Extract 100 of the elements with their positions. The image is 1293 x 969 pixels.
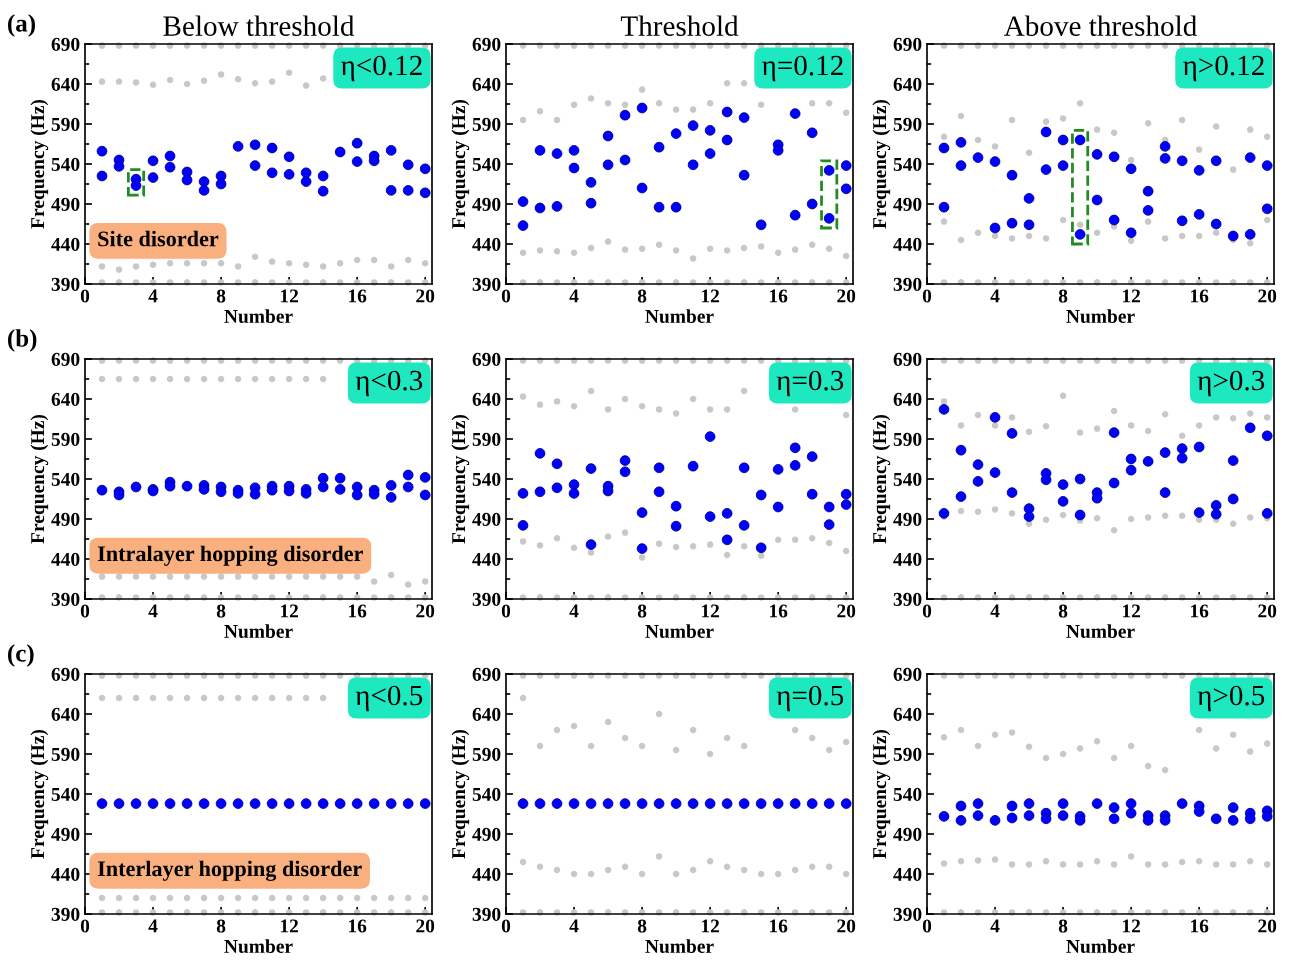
x-tick-label: 12 [280,604,298,618]
x-axis-title: Number [1066,309,1135,323]
x-tick-label: 12 [1122,289,1140,303]
y-tick-label: 690 [51,352,80,366]
y-tick-label: 640 [893,77,922,91]
x-tick-label: 0 [922,604,932,618]
x-tick-label: 8 [1058,919,1068,933]
y-tick-label: 690 [51,667,80,681]
x-axis-title: Number [645,309,714,323]
y-tick-label: 640 [51,707,80,721]
y-tick-label: 440 [893,552,922,566]
text: (a) [8,14,35,37]
x-tick-label: 0 [922,289,932,303]
x-tick-label: 8 [1058,289,1068,303]
y-tick-label: 490 [472,827,501,841]
y-tick-label: 540 [893,472,922,486]
y-tick-label: 390 [51,277,80,291]
x-axis-title: Number [645,939,714,953]
y-tick-label: 540 [472,787,501,801]
y-tick-label: 390 [472,592,501,606]
y-tick-label: 390 [472,277,501,291]
x-tick-label: 8 [1058,604,1068,618]
y-tick-label: 590 [893,117,922,131]
chart-title: Above threshold [1003,15,1197,36]
annotation: η<0.12 [341,55,422,82]
x-tick-label: 16 [348,289,367,303]
y-tick-label: 490 [893,197,922,211]
y-tick-label: 540 [472,157,501,171]
annotation: η=0.12 [762,55,843,82]
annotation: η=0.5 [776,685,844,712]
x-tick-label: 12 [701,604,719,618]
y-tick-label: 490 [472,512,501,526]
annotation: Site disorder [98,230,219,247]
x-tick-label: 16 [1190,919,1209,933]
y-tick-label: 490 [51,512,80,526]
x-tick-label: 12 [701,919,719,933]
x-axis-title: Number [224,309,293,323]
y-tick-label: 540 [893,157,922,171]
y-tick-label: 440 [51,237,80,251]
y-tick-label: 640 [472,392,501,406]
y-tick-label: 590 [472,432,501,446]
x-tick-label: 8 [637,289,647,303]
y-tick-label: 690 [472,37,501,51]
y-tick-label: 390 [51,592,80,606]
x-tick-label: 4 [569,919,579,933]
x-tick-label: 4 [990,919,1000,933]
y-tick-label: 540 [893,787,922,801]
x-tick-label: 8 [216,604,226,618]
annotation: Intralayer hopping disorder [97,545,363,566]
x-tick-label: 16 [348,919,367,933]
x-tick-label: 0 [80,604,90,618]
y-tick-label: 390 [893,592,922,606]
y-tick-label: 640 [51,77,80,91]
y-axis-title: Frequency (Hz) [872,99,891,229]
y-tick-label: 540 [51,157,80,171]
y-tick-label: 390 [472,907,501,921]
y-tick-label: 540 [51,472,80,486]
x-tick-label: 4 [569,289,579,303]
x-tick-label: 4 [990,604,1000,618]
x-axis-title: Number [224,624,293,638]
y-tick-label: 390 [893,907,922,921]
x-tick-label: 16 [769,604,788,618]
x-axis-title: Number [1066,939,1135,953]
x-tick-label: 12 [280,919,298,933]
y-tick-label: 690 [472,667,501,681]
y-tick-label: 690 [472,352,501,366]
x-tick-label: 4 [148,289,158,303]
y-tick-label: 640 [51,392,80,406]
x-tick-label: 8 [216,289,226,303]
annotation: η<0.5 [355,685,423,712]
x-tick-label: 4 [990,289,1000,303]
y-axis-title: Frequency (Hz) [30,99,49,229]
y-axis-title: Frequency (Hz) [451,729,470,859]
y-axis-title: Frequency (Hz) [30,729,49,859]
x-tick-label: 0 [80,919,90,933]
y-tick-label: 440 [51,867,80,881]
annotation: η<0.3 [355,370,423,397]
x-tick-label: 20 [416,919,435,933]
x-tick-label: 16 [1190,289,1209,303]
annotation: Interlayer hopping disorder [97,860,362,881]
y-tick-label: 640 [893,392,922,406]
chart-title: Threshold [620,15,739,36]
y-axis-title: Frequency (Hz) [872,414,891,544]
y-tick-label: 690 [51,37,80,51]
y-tick-label: 590 [893,747,922,761]
x-tick-label: 20 [837,919,856,933]
x-tick-label: 20 [837,604,856,618]
y-tick-label: 440 [893,867,922,881]
y-tick-label: 490 [51,197,80,211]
x-tick-label: 20 [837,289,856,303]
x-axis-title: Number [1066,624,1135,638]
annotation: η>0.3 [1197,370,1265,397]
x-axis-title: Number [645,624,714,638]
y-tick-label: 690 [893,37,922,51]
x-tick-label: 0 [922,919,932,933]
y-axis-title: Frequency (Hz) [451,414,470,544]
y-tick-label: 540 [472,472,501,486]
y-tick-label: 590 [51,747,80,761]
y-tick-label: 590 [51,432,80,446]
y-axis-title: Frequency (Hz) [451,99,470,229]
